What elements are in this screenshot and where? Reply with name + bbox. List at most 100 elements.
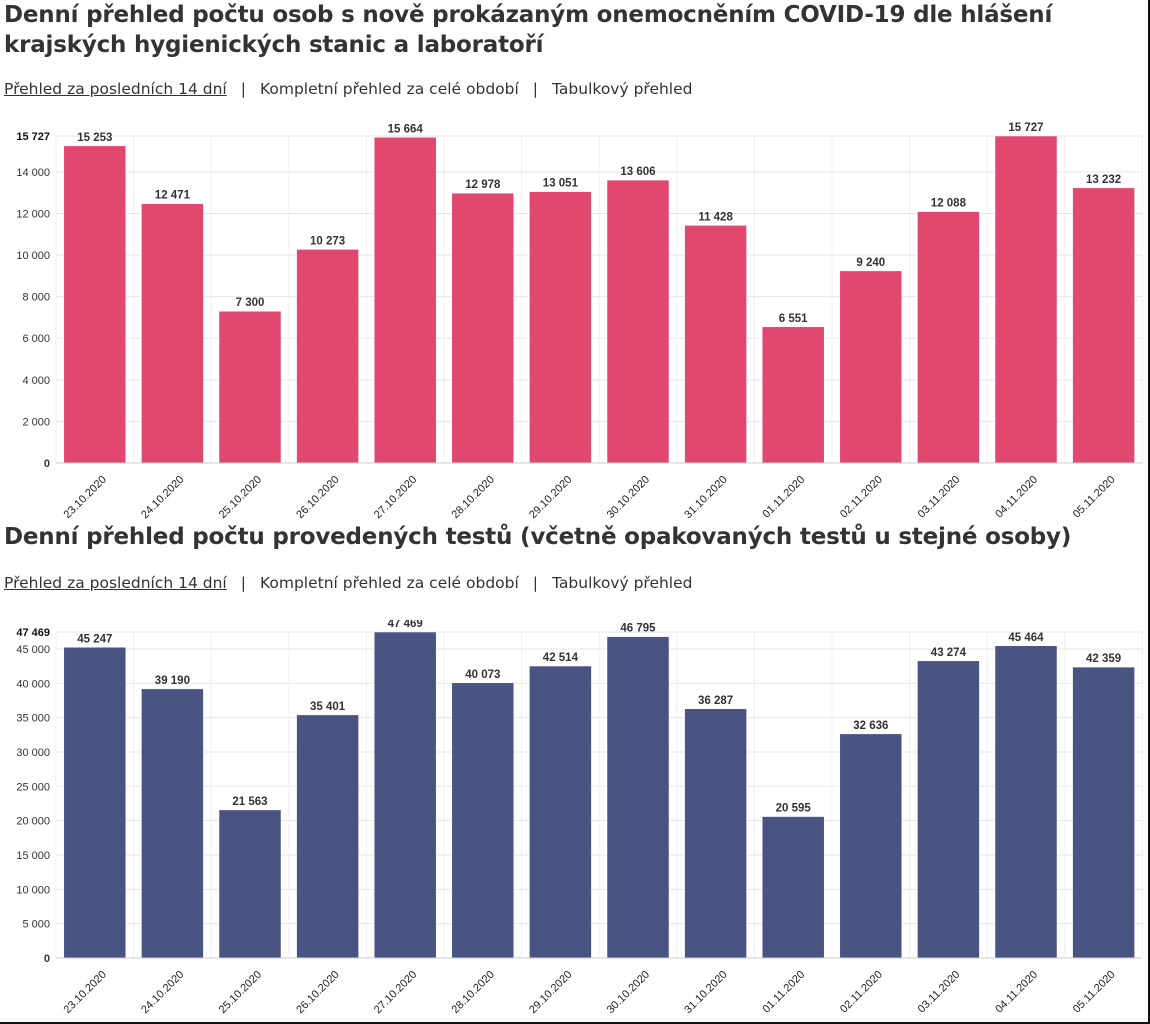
y-tick-label: 40 000: [16, 678, 50, 690]
nav-separator: |: [532, 574, 539, 592]
bar: [141, 688, 204, 959]
y-tick-label: 0: [44, 953, 50, 965]
bar-value-label: 10 273: [310, 235, 345, 247]
bars: [63, 135, 1135, 464]
bar: [373, 137, 437, 464]
x-axis: 23.10.2020 24.10.2020 25.10.2020 26.10.2020…: [62, 969, 1118, 1016]
cases-nav: Přehled za posledních 14 dní | Kompletní p…: [4, 80, 693, 98]
cases-nav-complete-overview[interactable]: Kompletní přehled za celé období: [259, 80, 519, 98]
y-axis: 0 2 000 4 000 6 000 8 000 10 000 12 000 14 000 1…: [16, 131, 1142, 470]
x-tick-label: 02.11.2020: [838, 474, 885, 520]
x-tick-label: 30.10.2020: [605, 474, 652, 520]
x-tick-label: 04.11.2020: [993, 969, 1040, 1016]
x-tick-label: 29.10.2020: [527, 969, 574, 1016]
cases-bar-chart: 15 253 12 471 7 300 10 273 15 664 12 978 13 05…: [16, 122, 1143, 520]
bar: [451, 682, 515, 959]
tests-nav-complete-overview[interactable]: Kompletní přehled za celé období: [259, 574, 519, 592]
tests-nav-table-overview[interactable]: Tabulkový přehled: [552, 574, 693, 592]
tests-section: Denní přehled počtu provedených testů (v…: [0, 522, 1148, 1022]
bar-value-label: 46 795: [620, 623, 656, 635]
x-tick-label: 04.11.2020: [993, 474, 1040, 520]
bar: [218, 809, 282, 959]
y-max-label: 47 469: [16, 627, 50, 639]
bar-value-label: 42 514: [543, 652, 579, 664]
bar: [917, 660, 980, 959]
x-tick-label: 27.10.2020: [372, 474, 419, 520]
x-tick-label: 30.10.2020: [605, 969, 652, 1016]
bar-value-label: 39 190: [155, 675, 190, 687]
data-labels: 45 247 39 190 21 563 35 401 47 469 40 073 42 5…: [77, 620, 1121, 815]
bar: [606, 636, 670, 959]
bar-value-label: 40 073: [465, 669, 500, 681]
y-max-label: 15 727: [16, 131, 50, 143]
bar-value-label: 42 359: [1086, 653, 1121, 665]
gridlines: [55, 135, 1143, 464]
bar-value-label: 15 664: [388, 123, 424, 135]
bar-value-label: 45 464: [1008, 632, 1044, 644]
x-tick-label: 27.10.2020: [372, 969, 419, 1016]
bar-value-label: 13 051: [543, 178, 579, 190]
bar: [296, 714, 359, 959]
y-tick-label: 15 000: [16, 850, 50, 862]
x-tick-label: 28.10.2020: [450, 969, 497, 1016]
bar-value-label: 20 595: [776, 803, 812, 815]
y-tick-label: 25 000: [16, 781, 50, 793]
tests-nav-last-14-days[interactable]: Přehled za posledních 14 dní: [4, 574, 227, 592]
bar-value-label: 6 551: [779, 313, 808, 325]
bar-value-label: 12 471: [155, 190, 191, 202]
y-tick-label: 8 000: [22, 292, 50, 304]
x-tick-label: 03.11.2020: [916, 474, 963, 520]
tests-chart-title: Denní přehled počtu provedených testů (v…: [4, 524, 1072, 550]
bar: [1072, 187, 1135, 464]
x-tick-label: 25.10.2020: [217, 969, 264, 1016]
bar-value-label: 32 636: [853, 720, 888, 732]
bar-value-label: 45 247: [77, 633, 112, 645]
x-tick-label: 23.10.2020: [62, 969, 109, 1016]
bars: [63, 631, 1135, 959]
y-tick-label: 30 000: [16, 747, 50, 759]
bar: [529, 191, 592, 464]
bar: [606, 179, 670, 464]
bar: [373, 631, 437, 959]
bar-value-label: 15 253: [77, 132, 112, 144]
bar-value-label: 13 606: [620, 166, 655, 178]
bar: [1072, 666, 1135, 959]
bar-value-label: 12 088: [931, 198, 967, 210]
bar-value-label: 47 469: [388, 620, 423, 630]
y-tick-label: 12 000: [16, 208, 50, 220]
tests-nav: Přehled za posledních 14 dní | Kompletní p…: [4, 574, 693, 592]
x-tick-label: 31.10.2020: [682, 969, 729, 1016]
y-tick-label: 14 000: [16, 167, 50, 179]
bar: [296, 249, 359, 464]
cases-chart-title: Denní přehled počtu osob s nově prokázan…: [4, 2, 1053, 58]
cases-nav-table-overview[interactable]: Tabulkový přehled: [552, 80, 693, 98]
bar: [141, 203, 204, 464]
bar: [761, 326, 825, 464]
bar: [839, 270, 903, 464]
bar-value-label: 9 240: [856, 257, 885, 269]
bar: [63, 647, 127, 959]
x-axis: 23.10.2020 24.10.2020 25.10.2020 26.10.2020…: [62, 474, 1118, 520]
y-axis: 0 5 000 10 000 15 000 20 000 25 000 30 000 35 0…: [16, 627, 1142, 965]
x-tick-label: 24.10.2020: [139, 474, 186, 520]
bar-value-label: 12 978: [465, 179, 501, 191]
x-tick-label: 02.11.2020: [838, 969, 885, 1016]
bar-value-label: 7 300: [236, 297, 265, 309]
x-tick-label: 29.10.2020: [527, 474, 574, 520]
bar: [761, 816, 825, 959]
y-tick-label: 2 000: [22, 416, 50, 428]
y-tick-label: 10 000: [16, 884, 50, 896]
y-tick-label: 45 000: [16, 644, 50, 656]
data-labels: 15 253 12 471 7 300 10 273 15 664 12 978 13 05…: [77, 122, 1121, 325]
bar: [684, 708, 747, 959]
bar-value-label: 21 563: [232, 796, 267, 808]
x-tick-label: 03.11.2020: [916, 969, 963, 1016]
x-tick-label: 23.10.2020: [62, 474, 109, 520]
x-tick-label: 05.11.2020: [1071, 474, 1118, 520]
bar-value-label: 11 428: [698, 211, 733, 223]
cases-nav-last-14-days[interactable]: Přehled za posledních 14 dní: [4, 80, 227, 98]
bar: [63, 145, 127, 464]
nav-separator: |: [240, 80, 246, 98]
bar-value-label: 15 727: [1008, 122, 1043, 134]
